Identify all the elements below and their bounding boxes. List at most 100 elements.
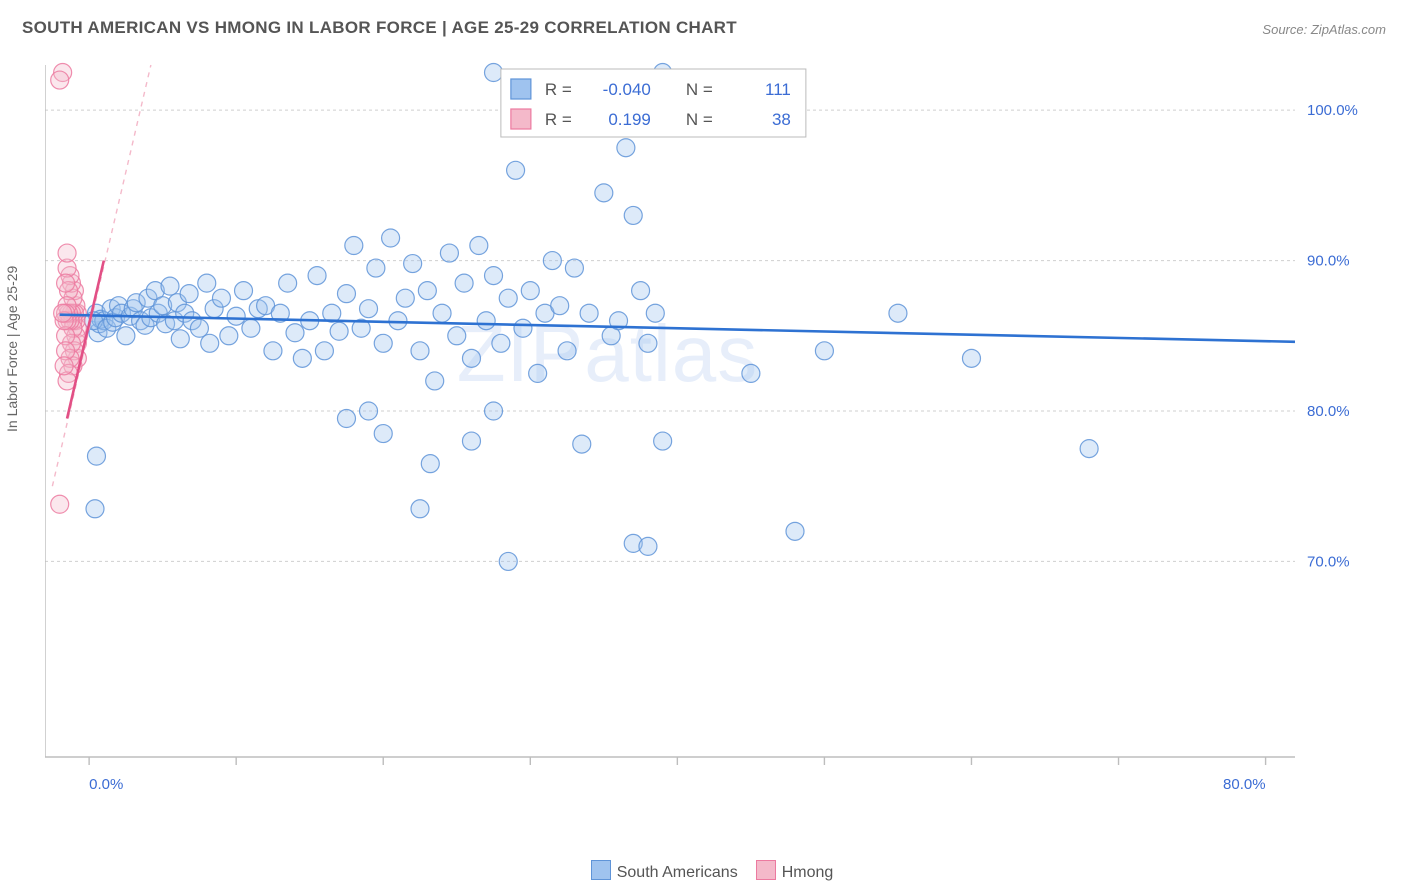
data-point	[212, 289, 230, 307]
legend-series-label: South Americans	[617, 864, 738, 881]
data-point	[180, 285, 198, 303]
data-point	[786, 522, 804, 540]
data-point	[57, 274, 75, 292]
data-point	[499, 289, 517, 307]
data-point	[462, 349, 480, 367]
data-point	[815, 342, 833, 360]
data-point	[639, 537, 657, 555]
data-point	[171, 330, 189, 348]
data-point	[382, 229, 400, 247]
data-point	[190, 319, 208, 337]
legend-R-value: -0.040	[603, 80, 651, 99]
data-point	[742, 364, 760, 382]
data-point	[639, 334, 657, 352]
y-axis-label: In Labor Force | Age 25-29	[4, 266, 20, 432]
data-point	[264, 342, 282, 360]
data-point	[227, 307, 245, 325]
data-point	[889, 304, 907, 322]
data-point	[286, 324, 304, 342]
data-point	[426, 372, 444, 390]
data-point	[51, 495, 69, 513]
data-point	[330, 322, 348, 340]
data-point	[54, 304, 72, 322]
series-legend: South AmericansHmong	[0, 860, 1406, 882]
y-tick-label: 80.0%	[1307, 403, 1350, 420]
data-point	[595, 184, 613, 202]
data-point	[514, 319, 532, 337]
data-point	[235, 282, 253, 300]
y-tick-label: 70.0%	[1307, 553, 1350, 570]
data-point	[242, 319, 260, 337]
data-point	[308, 267, 326, 285]
data-point	[315, 342, 333, 360]
data-point	[220, 327, 238, 345]
data-point	[293, 349, 311, 367]
data-point	[396, 289, 414, 307]
y-tick-label: 100.0%	[1307, 102, 1358, 119]
data-point	[433, 304, 451, 322]
x-tick-label: 0.0%	[89, 776, 123, 793]
data-point	[411, 342, 429, 360]
data-point	[624, 206, 642, 224]
data-point	[448, 327, 466, 345]
source-value: ZipAtlas.com	[1311, 22, 1386, 37]
data-point	[374, 334, 392, 352]
data-point	[558, 342, 576, 360]
data-point	[580, 304, 598, 322]
plot-container: 70.0% 80.0% 90.0% 100.0% ZIPatlas 0.0% 80.0% R …	[45, 55, 1385, 815]
data-point	[86, 500, 104, 518]
data-point	[117, 327, 135, 345]
data-point	[201, 334, 219, 352]
source-label: Source:	[1262, 22, 1307, 37]
data-point	[360, 402, 378, 420]
source-attribution: Source: ZipAtlas.com	[1262, 22, 1386, 37]
data-point	[565, 259, 583, 277]
chart-title: SOUTH AMERICAN VS HMONG IN LABOR FORCE |…	[22, 18, 737, 38]
data-point	[632, 282, 650, 300]
legend-R-label: R =	[545, 110, 572, 129]
legend-N-value: 38	[772, 110, 791, 129]
data-point	[51, 71, 69, 89]
data-point	[87, 447, 105, 465]
legend-swatch	[756, 860, 776, 880]
data-point	[374, 425, 392, 443]
data-point	[529, 364, 547, 382]
data-point	[462, 432, 480, 450]
y-tick-label: 90.0%	[1307, 253, 1350, 270]
legend-R-label: R =	[545, 80, 572, 99]
data-point	[485, 64, 503, 82]
data-point	[360, 300, 378, 318]
data-point	[617, 139, 635, 157]
data-point	[337, 410, 355, 428]
watermark: ZIPatlas	[457, 309, 758, 398]
data-point	[198, 274, 216, 292]
data-point	[345, 237, 363, 255]
data-point	[161, 277, 179, 295]
data-point	[543, 252, 561, 270]
x-tick-label: 80.0%	[1223, 776, 1266, 793]
data-point	[962, 349, 980, 367]
data-point	[58, 244, 76, 262]
scatter-plot: 70.0% 80.0% 90.0% 100.0% ZIPatlas 0.0% 80.0% R …	[45, 55, 1385, 815]
data-point	[440, 244, 458, 262]
data-point	[55, 357, 73, 375]
data-point	[404, 255, 422, 273]
data-point	[521, 282, 539, 300]
data-point	[455, 274, 473, 292]
legend-swatch	[591, 860, 611, 880]
legend-N-label: N =	[686, 110, 713, 129]
data-point	[279, 274, 297, 292]
legend-N-label: N =	[686, 80, 713, 99]
data-point	[492, 334, 510, 352]
data-point	[421, 455, 439, 473]
data-point	[551, 297, 569, 315]
data-point	[485, 402, 503, 420]
legend-R-value: 0.199	[608, 110, 651, 129]
data-point	[1080, 440, 1098, 458]
data-point	[477, 312, 495, 330]
data-point	[507, 161, 525, 179]
legend-N-value: 111	[765, 80, 791, 99]
data-point	[337, 285, 355, 303]
data-point	[646, 304, 664, 322]
data-point	[573, 435, 591, 453]
